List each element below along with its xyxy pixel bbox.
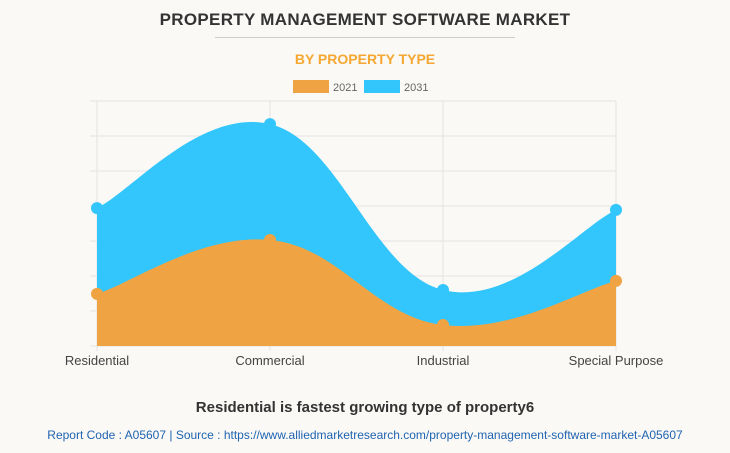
x-tick-label: Residential [65,353,129,368]
legend-swatch-2021 [293,80,329,93]
x-tick-label: Industrial [417,353,470,368]
chart-subtitle: BY PROPERTY TYPE [294,51,436,67]
legend-swatch-2031 [364,80,400,93]
data-point-2031 [610,203,622,216]
legend-label: 2021 [333,82,357,94]
x-tick-label: Commercial [235,353,304,368]
data-point-2021 [264,233,276,246]
source-footer[interactable]: Report Code : A05607 | Source : https://… [47,428,683,442]
title-divider [215,37,515,38]
area-series-2021 [97,239,616,346]
data-point-2031 [91,202,103,215]
data-point-2031 [264,118,276,131]
x-tick-label: Special Purpose [569,353,664,368]
chart-title: PROPERTY MANAGEMENT SOFTWARE MARKET [159,10,571,29]
data-point-2021 [437,319,449,331]
chart-caption: Residential is fastest growing type of p… [195,399,535,416]
data-point-2021 [610,274,622,287]
legend-label: 2031 [404,82,428,94]
data-point-2031 [437,284,449,296]
data-point-2021 [91,287,103,300]
